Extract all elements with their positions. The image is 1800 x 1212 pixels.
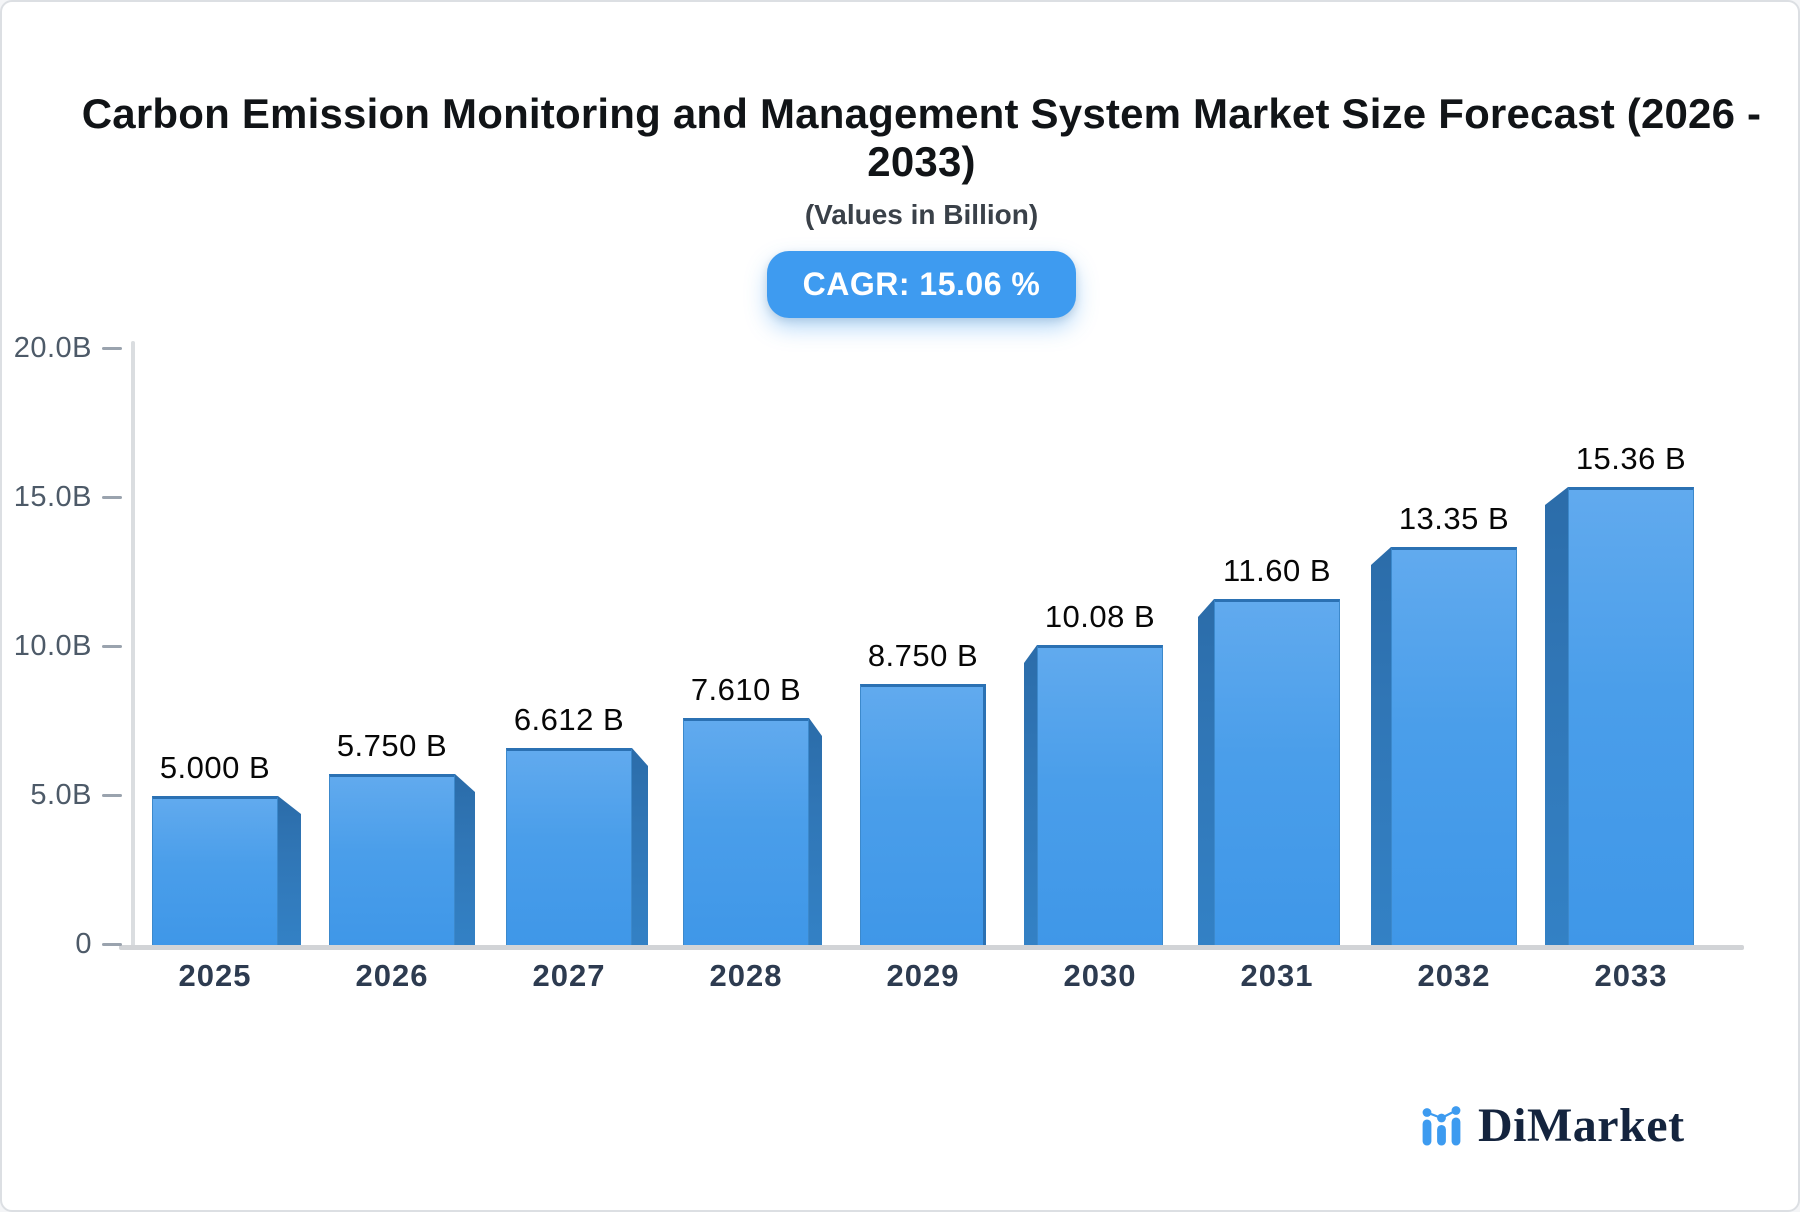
chart-title: Carbon Emission Monitoring and Managemen…	[47, 2, 1796, 187]
bar-value-label-2033: 15.36 B	[1575, 441, 1687, 476]
bar-2026	[329, 774, 455, 945]
y-axis-line	[131, 341, 135, 950]
bar-value-label-2030: 10.08 B	[1044, 599, 1156, 634]
bar-2028	[683, 718, 809, 945]
chart-subtitle: (Values in Billion)	[804, 198, 1039, 230]
y-tick-label-5.0B: 5.0B	[30, 779, 92, 811]
chart-title-line1: Carbon Emission Monitoring and Managemen…	[81, 90, 1762, 137]
y-tick-mark	[102, 496, 122, 499]
bar-value-label-2025: 5.000 B	[159, 750, 271, 785]
bar-2029	[860, 684, 986, 945]
bar-3d-side-2027	[632, 748, 648, 945]
chart-title-line2: 2033)	[867, 138, 976, 186]
x-axis-label-2028: 2028	[709, 958, 783, 993]
bar-value-label-2026: 5.750 B	[336, 728, 448, 763]
bar-value-label-2029: 8.750 B	[867, 638, 979, 673]
bar-3d-side-2031	[1198, 599, 1214, 945]
bar-chart-icon	[1420, 1105, 1464, 1147]
bar-3d-side-2033	[1545, 487, 1568, 945]
bar-2027	[506, 748, 632, 945]
bar-3d-side-2026	[455, 774, 475, 945]
bar-2033	[1568, 487, 1694, 945]
bar-2030	[1037, 645, 1163, 945]
x-axis-label-2025: 2025	[178, 958, 252, 993]
x-axis-label-2029: 2029	[886, 958, 960, 993]
bar-3d-side-2025	[278, 796, 301, 945]
bar-value-label-2031: 11.60 B	[1222, 553, 1332, 588]
bar-2025	[152, 796, 278, 945]
x-axis-label-2032: 2032	[1417, 958, 1491, 993]
bar-3d-side-2030	[1024, 645, 1037, 945]
y-tick-mark	[102, 794, 122, 797]
x-axis-label-2026: 2026	[355, 958, 429, 993]
logo-text: DiMarket	[1478, 1099, 1685, 1152]
dimarket-logo: DiMarket	[1420, 1098, 1685, 1153]
bar-value-label-2027: 6.612 B	[513, 702, 625, 737]
y-tick-label-10.0B: 10.0B	[13, 630, 92, 662]
x-axis-label-2031: 2031	[1240, 958, 1314, 993]
bar-3d-side-2028	[809, 718, 822, 945]
bar-value-label-2032: 13.35 B	[1398, 501, 1510, 536]
chart-header: Carbon Emission Monitoring and Managemen…	[47, 2, 1796, 318]
x-axis-label-2033: 2033	[1594, 958, 1668, 993]
bar-2031	[1214, 599, 1340, 945]
y-tick-label-0: 0	[75, 928, 92, 960]
y-tick-mark	[102, 645, 122, 648]
bar-3d-side-2032	[1371, 547, 1391, 945]
y-tick-mark	[102, 347, 122, 350]
x-axis-label-2027: 2027	[532, 958, 606, 993]
cagr-badge: CAGR: 15.06 %	[766, 250, 1077, 318]
bar-2032	[1391, 547, 1517, 945]
bar-value-label-2028: 7.610 B	[690, 672, 802, 707]
y-tick-label-20.0B: 20.0B	[13, 332, 92, 364]
x-axis-label-2030: 2030	[1063, 958, 1137, 993]
x-axis-baseline	[119, 945, 1744, 950]
y-tick-label-15.0B: 15.0B	[13, 481, 92, 513]
y-tick-mark	[102, 943, 122, 946]
